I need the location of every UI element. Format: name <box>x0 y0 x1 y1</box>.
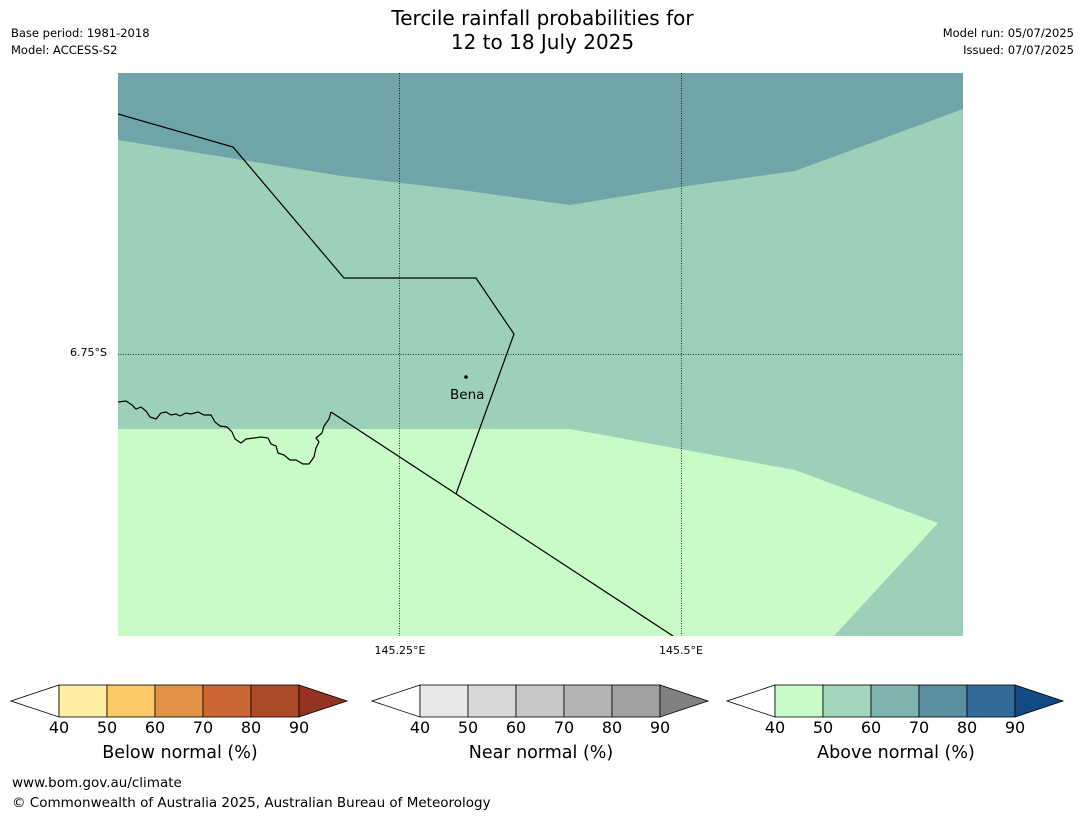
tick-label: 90 <box>649 718 671 737</box>
colorbar-below-caption: Below normal (%) <box>102 743 258 763</box>
title-line-2: 12 to 18 July 2025 <box>450 30 635 54</box>
colorbar-segment <box>202 684 252 718</box>
tick-label: 40 <box>764 718 786 737</box>
tick-label: 60 <box>505 718 527 737</box>
tick-label: 80 <box>601 718 623 737</box>
colorbar-below-svg <box>10 684 349 718</box>
colorbar-below-ticks: 40 50 60 70 80 90 <box>10 718 350 738</box>
tick-label: 70 <box>553 718 575 737</box>
colorbar-segment <box>966 684 1016 718</box>
colorbar-extend-low <box>10 684 60 718</box>
colorbar-extend-high <box>298 684 349 718</box>
tick-label: 70 <box>192 718 214 737</box>
colorbar-segment <box>467 684 517 718</box>
model-run-text: Model run: 05/07/2025 <box>942 26 1074 40</box>
colorbar-segment <box>563 684 613 718</box>
colorbar-extend-low <box>726 684 776 718</box>
colorbar-segment <box>419 684 469 718</box>
tick-label: 80 <box>956 718 978 737</box>
tick-label: 40 <box>409 718 431 737</box>
colorbar-segment <box>154 684 204 718</box>
footer-copyright: © Commonwealth of Australia 2025, Austra… <box>12 795 491 811</box>
colorbar-near-ticks: 40 50 60 70 80 90 <box>371 718 711 738</box>
colorbar-segment <box>870 684 920 718</box>
colorbar-below-normal: 40 50 60 70 80 90 Below normal (%) <box>10 684 350 764</box>
base-period-text: Base period: 1981-2018 <box>11 26 150 40</box>
lon-label-145-25: 145.25°E <box>374 644 426 657</box>
tick-label: 90 <box>288 718 310 737</box>
river-line <box>118 400 332 465</box>
colorbar-segment <box>250 684 300 718</box>
tick-label: 50 <box>457 718 479 737</box>
colorbar-near-svg <box>371 684 710 718</box>
colorbar-extend-low <box>371 684 421 718</box>
colorbar-segment <box>515 684 565 718</box>
tick-label: 90 <box>1004 718 1026 737</box>
place-label-bena: Bena <box>450 387 485 403</box>
colorbar-near-caption: Near normal (%) <box>468 743 614 763</box>
meta-right: Model run: 05/07/2025 Issued: 07/07/2025 <box>943 25 1074 59</box>
tick-label: 60 <box>860 718 882 737</box>
chart-title: Tercile rainfall probabilities for 12 to… <box>0 6 1085 54</box>
colorbar-near-normal: 40 50 60 70 80 90 Near normal (%) <box>371 684 711 764</box>
colorbar-above-ticks: 40 50 60 70 80 90 <box>726 718 1066 738</box>
meta-left: Base period: 1981-2018 Model: ACCESS-S2 <box>11 25 150 59</box>
zone-above-60-70 <box>118 73 963 205</box>
province-boundary-south <box>330 411 674 636</box>
issued-text: Issued: 07/07/2025 <box>963 43 1074 57</box>
colorbar-segment <box>774 684 824 718</box>
tick-label: 40 <box>48 718 70 737</box>
colorbar-above-svg <box>726 684 1065 718</box>
tick-label: 60 <box>144 718 166 737</box>
title-line-1: Tercile rainfall probabilities for <box>391 6 694 30</box>
colorbar-extend-high <box>1014 684 1065 718</box>
lat-label: 6.75°S <box>70 346 107 359</box>
lon-label-145-5: 145.5°E <box>659 644 703 657</box>
map-svg <box>118 73 963 636</box>
colorbar-segment <box>918 684 968 718</box>
province-boundary-north <box>118 113 515 495</box>
footer-url[interactable]: www.bom.gov.au/climate <box>12 775 182 791</box>
colorbar-segment <box>611 684 661 718</box>
tick-label: 70 <box>908 718 930 737</box>
zone-above-40-50 <box>118 429 938 636</box>
colorbar-segment <box>58 684 108 718</box>
colorbar-segment <box>106 684 156 718</box>
colorbar-above-caption: Above normal (%) <box>817 743 975 763</box>
tick-label: 80 <box>240 718 262 737</box>
tick-label: 50 <box>96 718 118 737</box>
map-panel[interactable] <box>118 73 963 636</box>
bena-marker <box>464 375 468 379</box>
colorbar-segment <box>822 684 872 718</box>
tick-label: 50 <box>812 718 834 737</box>
colorbar-above-normal: 40 50 60 70 80 90 Above normal (%) <box>726 684 1066 764</box>
model-text: Model: ACCESS-S2 <box>11 43 118 57</box>
colorbar-extend-high <box>659 684 710 718</box>
